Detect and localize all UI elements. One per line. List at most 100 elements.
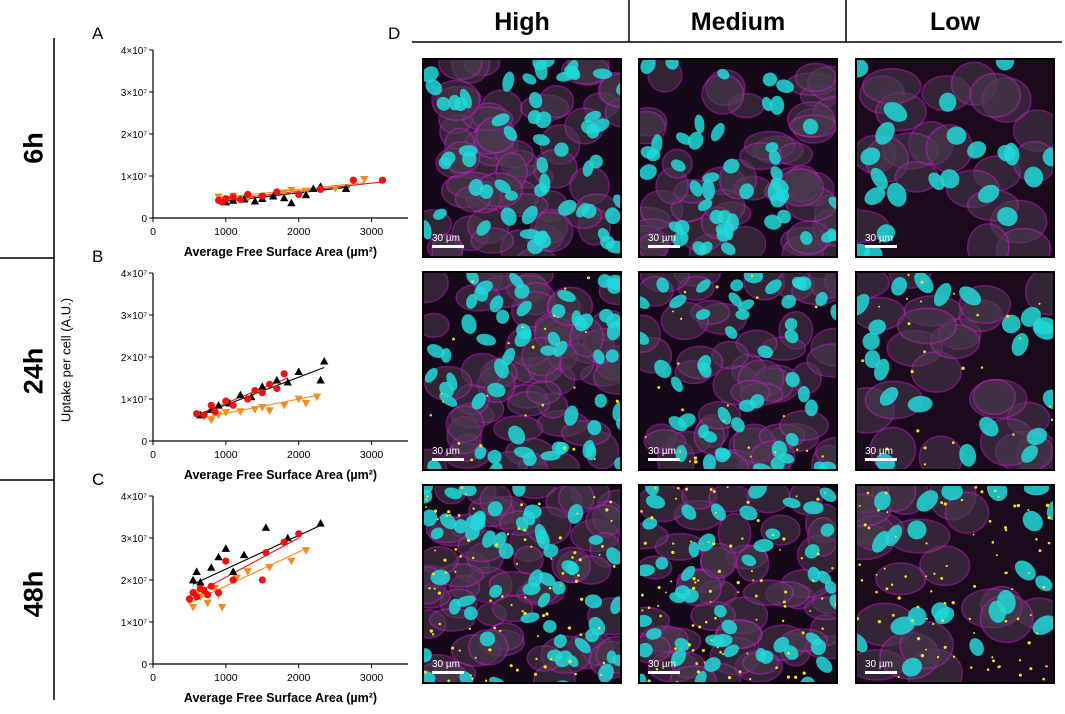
nanoparticle-dot [755,618,758,621]
nanoparticle-dot [951,441,955,445]
cell-membrane [640,606,671,635]
nanoparticle-dot [541,403,545,407]
nanoparticle-dot [995,554,998,557]
y-tick-label: 4×10⁷ [121,492,148,503]
cell-nucleus [1020,306,1041,327]
cell-nucleus [1046,498,1053,521]
cell-nucleus [555,441,569,454]
nanoparticle-dot [643,541,647,545]
cell-nucleus [730,279,744,292]
nanoparticle-dot [424,670,427,674]
nanoparticle-dot [664,591,667,594]
y-tick-label: 4×10⁷ [121,46,148,57]
cell-nucleus [770,166,783,181]
cell-membrane [660,301,710,341]
nanoparticle-dot [469,674,472,677]
data-point-black [301,190,311,199]
nanoparticle-dot [672,310,675,313]
cell-membrane [584,504,620,538]
nanoparticle-dot [943,502,947,506]
nanoparticle-dot [890,583,894,586]
cell-nucleus [424,367,438,383]
cell-nucleus [731,417,745,433]
cell-nucleus [815,291,828,307]
nanoparticle-dot [784,590,788,594]
nanoparticle-dot [980,366,984,369]
nanoparticle-dot [1004,528,1008,532]
cell-nucleus [697,533,716,552]
y-tick-label: 2×10⁷ [121,576,148,587]
cell-membrane [918,435,963,469]
row-label-24h: 24h [18,347,49,395]
cell-membrane [467,628,509,666]
cell-nucleus [567,504,584,524]
cell-nucleus [427,459,442,469]
nanoparticle-dot [712,542,716,546]
nanoparticle-dot [1050,418,1053,422]
cell-nucleus [721,619,738,635]
nanoparticle-dot [535,657,538,661]
cell-membrane [969,72,1021,118]
cell-nucleus [438,157,452,170]
data-point-red [236,195,245,204]
nanoparticle-dot [500,595,504,598]
cell-nucleus [528,91,543,109]
nanoparticle-dot [493,626,497,630]
cell-nucleus [817,570,832,584]
nanoparticle-dot [654,486,657,490]
data-point-orange [279,189,289,197]
nanoparticle-dot [454,570,457,573]
nanoparticle-dot [434,549,437,552]
cell-nucleus [864,187,886,205]
nanoparticle-dot [866,491,870,495]
nanoparticle-dot [584,331,588,334]
nanoparticle-dot [640,510,643,513]
cell-nucleus [1021,445,1039,463]
cell-nucleus [871,530,890,553]
panel-label-b: B [92,247,104,266]
nanoparticle-dot [1048,405,1051,408]
nanoparticle-dot [783,604,787,608]
nanoparticle-dot [489,599,492,602]
cell-nucleus [807,566,821,583]
cell-nucleus [717,406,732,425]
nanoparticle-dot [679,450,682,453]
data-point-red [244,395,252,403]
nanoparticle-dot [726,486,729,489]
cell-nucleus [433,208,447,220]
nanoparticle-dot [703,661,706,664]
nanoparticle-dot [712,490,716,493]
nanoparticle-dot [920,280,924,284]
nanoparticle-dot [550,557,553,560]
data-point-red [229,576,237,584]
nanoparticle-dot [782,537,786,541]
nanoparticle-dot [750,274,754,278]
nanoparticle-dot [709,488,713,491]
cell-nucleus [479,631,496,647]
scatter-chart-a: 0 1×10⁷ 2×10⁷ 3×10⁷ 4×10⁷ 0 1000 2000 3000 Averag… [121,46,408,259]
nanoparticle-dot [472,507,475,510]
cell-nucleus [907,520,927,540]
cell-nucleus [997,207,1018,227]
cell-nucleus [424,486,434,495]
cell-nucleus [576,202,590,218]
nanoparticle-dot [561,571,565,575]
data-point-orange [265,407,274,415]
nanoparticle-dot [774,451,777,454]
micrograph-6h-medium: 30 µm [638,58,838,258]
nanoparticle-dot [930,590,933,593]
cell-membrane [699,542,738,579]
cell-nucleus [765,279,782,295]
cell-nucleus [694,671,707,682]
cell-nucleus [941,486,963,501]
nanoparticle-dot [1018,337,1021,340]
nanoparticle-dot [1038,549,1042,553]
data-point-red [251,387,259,395]
nanoparticle-dot [771,533,775,537]
nanoparticle-dot [474,656,477,659]
nanoparticle-dot [1035,538,1038,541]
cell-membrane [944,491,990,534]
cell-nucleus [757,345,774,359]
nanoparticle-dot [548,586,552,590]
cell-nucleus [857,243,871,256]
